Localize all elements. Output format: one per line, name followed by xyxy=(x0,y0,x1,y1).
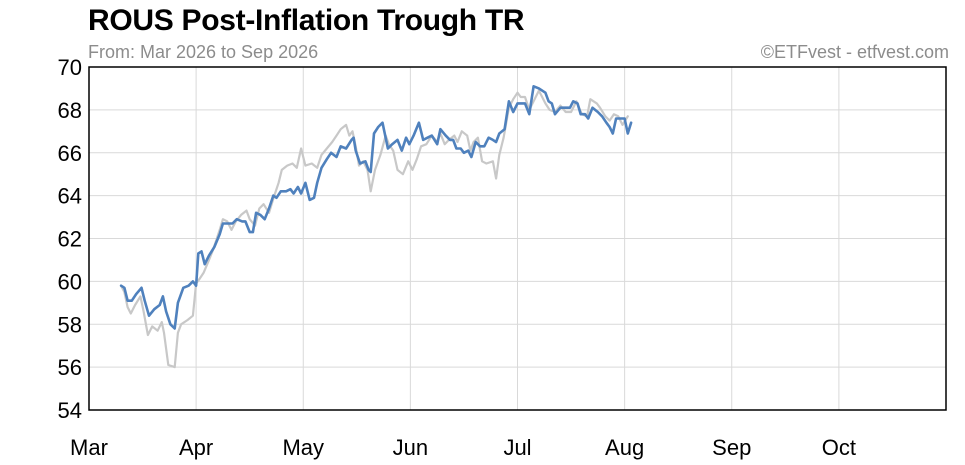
x-tick-label: Jun xyxy=(393,435,428,460)
chart-subtitle: From: Mar 2026 to Sep 2026 xyxy=(88,42,319,62)
y-tick-label: 64 xyxy=(58,184,82,209)
y-tick-label: 58 xyxy=(58,312,82,337)
y-tick-label: 56 xyxy=(58,355,82,380)
x-tick-label: May xyxy=(282,435,324,460)
x-tick-label: Mar xyxy=(70,435,108,460)
chart-credit: ©ETFvest - etfvest.com xyxy=(760,42,949,62)
y-tick-label: 54 xyxy=(58,398,82,423)
chart-title: ROUS Post-Inflation Trough TR xyxy=(88,4,525,37)
y-tick-label: 68 xyxy=(58,98,82,123)
plot-area xyxy=(88,66,947,411)
y-tick-label: 70 xyxy=(58,55,82,80)
x-tick-label: Oct xyxy=(822,435,856,460)
y-tick-label: 66 xyxy=(58,141,82,166)
y-tick-label: 60 xyxy=(58,269,82,294)
series-line-2 xyxy=(119,85,633,330)
x-tick-label: Jul xyxy=(503,435,531,460)
series-layer xyxy=(119,85,633,369)
x-tick-label: Sep xyxy=(712,435,751,460)
x-tick-label: Aug xyxy=(605,435,644,460)
y-tick-label: 62 xyxy=(58,227,82,252)
series-line-1 xyxy=(120,89,629,369)
grid-lines xyxy=(89,66,946,411)
x-tick-label: Apr xyxy=(179,435,213,460)
tick-labels: 54 56 58 60 62 64 66 68 70 Mar Apr May Jun Jul Aug Sep O… xyxy=(58,55,856,460)
